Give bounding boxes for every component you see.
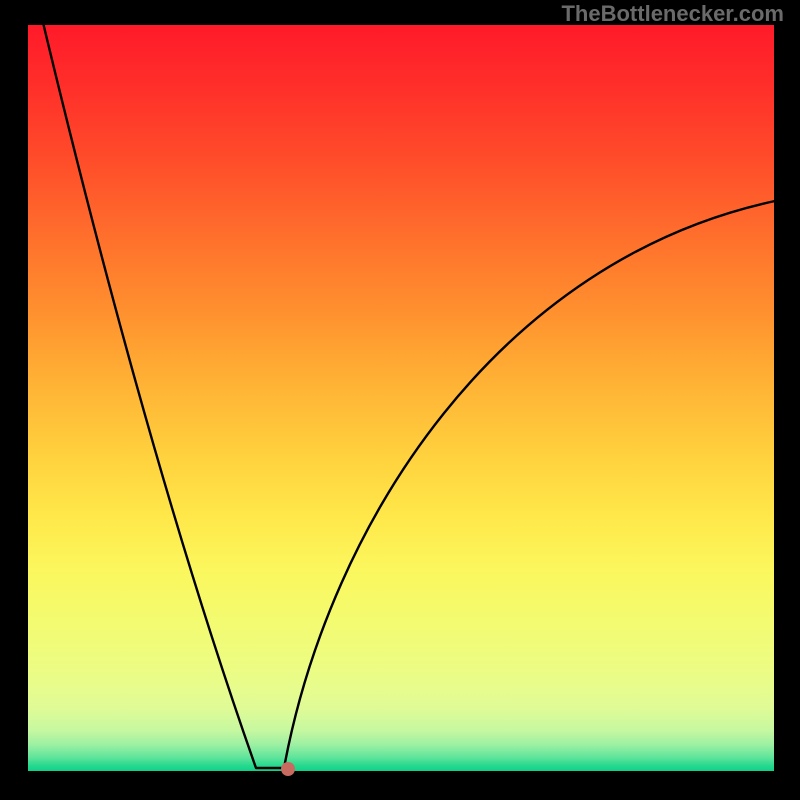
bottleneck-curve	[0, 0, 800, 800]
optimum-marker	[281, 762, 295, 776]
chart-frame: TheBottlenecker.com	[0, 0, 800, 800]
watermark-text: TheBottlenecker.com	[561, 1, 784, 27]
curve-path	[40, 10, 775, 768]
